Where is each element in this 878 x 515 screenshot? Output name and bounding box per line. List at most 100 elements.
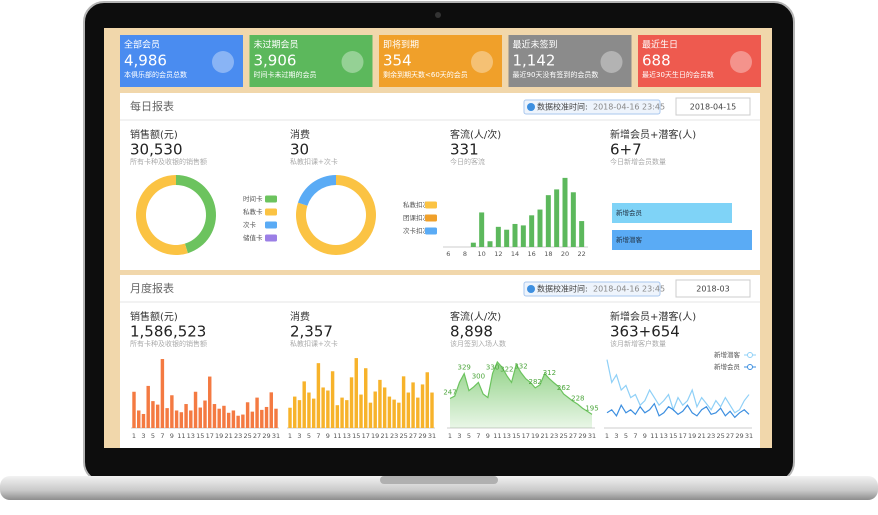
section-title: 每日报表	[130, 99, 174, 113]
x-tick-label: 23	[550, 432, 558, 440]
metric-value: 363+654	[610, 323, 680, 341]
x-tick-label: 13	[503, 432, 511, 440]
x-tick-label: 19	[371, 432, 379, 440]
laptop-base	[0, 476, 878, 500]
x-tick-label: 3	[614, 432, 618, 440]
bar	[293, 396, 297, 428]
x-tick-label: 1	[132, 432, 136, 440]
metric-label: 销售额(元)	[130, 128, 178, 141]
x-tick-label: 9	[170, 432, 174, 440]
date-value: 2018-03	[696, 285, 729, 294]
card-value: 4,986	[124, 52, 167, 70]
stat-card	[508, 35, 632, 87]
x-tick-label: 13	[343, 432, 351, 440]
x-tick-label: 31	[745, 432, 753, 440]
x-tick-label: 21	[381, 432, 389, 440]
legend-swatch	[425, 201, 437, 209]
x-tick-label: 1	[448, 432, 452, 440]
donut-segment	[176, 175, 217, 254]
bar	[378, 379, 382, 428]
metric-label: 销售额(元)	[130, 310, 178, 323]
x-tick-label: 25	[243, 432, 251, 440]
metric-value: 1,586,523	[130, 323, 206, 341]
x-tick-label: 9	[643, 432, 647, 440]
x-tick-label: 9	[326, 432, 330, 440]
bar	[354, 358, 358, 428]
x-tick-label: 27	[569, 432, 577, 440]
legend-label: 储值卡	[243, 233, 263, 242]
x-tick-label: 13	[660, 432, 668, 440]
bar	[359, 394, 363, 428]
donut-segment	[297, 175, 336, 206]
bar-label: 新增会员	[616, 208, 643, 217]
stat-card	[120, 35, 243, 87]
legend-swatch	[265, 221, 277, 229]
data-label: 329	[458, 364, 471, 372]
bar	[316, 363, 321, 428]
metric-value: 30,530	[130, 141, 183, 159]
bar	[212, 404, 217, 428]
bar	[179, 412, 184, 428]
legend-label: 新增潜客	[714, 350, 741, 359]
bar	[520, 225, 526, 247]
date-picker[interactable]	[675, 97, 751, 116]
bar	[529, 215, 535, 247]
x-tick-label: 17	[362, 432, 370, 440]
x-tick-label: 7	[633, 432, 637, 440]
x-tick-label: 22	[578, 250, 586, 258]
bar	[203, 400, 207, 428]
bar	[311, 398, 316, 428]
x-tick-label: 3	[297, 432, 301, 440]
metric-label: 消费	[290, 128, 310, 141]
check-badge	[523, 99, 661, 115]
bar	[416, 397, 420, 428]
metric-label: 客流(人/次)	[450, 310, 501, 323]
bar	[373, 391, 377, 428]
bar	[330, 371, 335, 428]
metric-label: 新增会员+潜客(人)	[610, 310, 696, 323]
bar	[208, 376, 212, 428]
report-panel	[120, 275, 760, 448]
bar	[174, 410, 179, 428]
card-desc: 最近90天没有签到的会员数	[513, 70, 599, 79]
x-tick-label: 29	[578, 432, 586, 440]
x-tick-label: 3	[141, 432, 145, 440]
x-tick-label: 17	[206, 432, 214, 440]
card-icon	[212, 51, 234, 73]
data-label: 262	[557, 384, 570, 392]
date-picker[interactable]	[675, 279, 751, 298]
stat-card	[379, 35, 502, 87]
metric-label: 新增会员+潜客(人)	[610, 128, 696, 141]
data-label: 330	[486, 363, 499, 371]
stat-card	[249, 35, 373, 87]
data-label: 247	[443, 389, 456, 397]
metric-value: 30	[290, 141, 309, 159]
metric-value: 2,357	[290, 323, 333, 341]
x-tick-label: 29	[735, 432, 743, 440]
bar	[340, 397, 344, 428]
legend-label: 次卡扣次	[403, 226, 430, 235]
x-tick-label: 31	[272, 432, 280, 440]
x-tick-label: 8	[463, 250, 467, 258]
metric-desc: 今日的客流	[450, 157, 485, 166]
x-tick-label: 21	[225, 432, 233, 440]
bar	[562, 177, 568, 247]
info-icon	[527, 103, 535, 111]
legend-label: 团课扣次	[403, 213, 430, 222]
x-tick-label: 23	[390, 432, 398, 440]
x-tick-label: 5	[624, 432, 628, 440]
x-tick-label: 31	[588, 432, 596, 440]
legend-swatch	[265, 234, 277, 242]
legend-swatch	[425, 214, 437, 222]
x-tick-label: 27	[253, 432, 261, 440]
bar	[193, 391, 198, 428]
x-tick-label: 31	[428, 432, 436, 440]
x-tick-label: 12	[494, 250, 502, 258]
camera	[435, 12, 441, 18]
metric-label: 消费	[290, 310, 310, 323]
date-value: 2018-04-15	[690, 103, 737, 112]
bar	[479, 212, 485, 247]
card-desc: 本俱乐部的会员总数	[124, 70, 187, 79]
